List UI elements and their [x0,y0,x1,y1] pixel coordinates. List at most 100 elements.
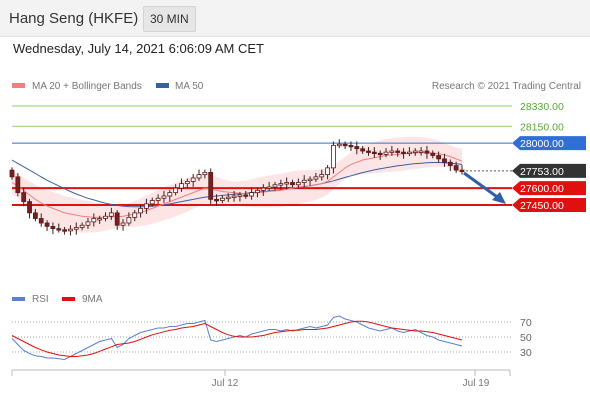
level-label-bg [512,163,586,178]
candle [114,210,120,230]
candle [401,148,406,159]
candle [126,212,132,226]
candle [50,222,56,235]
rsi-tick-label: 30 [520,347,532,359]
legend-ma20-label: MA 20 + Bollinger Bands [32,81,142,92]
level-text: 27600.00 [520,183,564,195]
candle [56,223,62,233]
level-text: 27753.00 [520,166,564,178]
candle [383,148,389,158]
instrument-title: Hang Seng (HKFE) [9,10,139,27]
ma9-line [11,320,463,357]
candle [255,187,260,198]
legend-9ma-swatch [62,297,75,301]
candle [184,178,190,189]
level-lines [12,105,512,206]
candle [290,179,295,188]
candle [161,190,167,203]
level-label-bg [512,181,586,196]
candle [62,226,67,235]
candle [307,176,313,186]
timeframe-badge[interactable]: 30 MIN [143,6,196,32]
candle [179,178,184,192]
level-label-0: 28330.00 [520,101,564,113]
candle [407,147,412,157]
candle [430,150,436,159]
candle [284,177,290,190]
legend-ma20-swatch [12,83,25,88]
candle [418,147,424,156]
level-label-4: 27600.00 [512,181,586,196]
forecast-arrow [463,171,506,204]
level-text: 28000.00 [520,138,564,150]
candle [395,148,401,157]
candle [27,198,32,219]
candle [459,165,465,175]
candle [173,184,179,196]
candle [85,217,91,229]
candle [319,169,325,181]
candles [9,139,465,236]
candle [260,184,266,196]
candle [108,207,114,220]
ma50-line [11,159,463,208]
level-label-2: 28000.00 [512,136,586,151]
level-labels: 28330.00 28150.00 28000.00 27753.00 27600.00… [512,101,586,212]
rsi-tick-label: 70 [520,317,532,329]
candle [202,169,208,179]
x-tick-label: Jul 19 [463,378,490,389]
candle [208,168,214,204]
candle [348,141,354,152]
candle [79,222,85,231]
candle [103,212,108,222]
candle [325,165,330,180]
candle [138,204,143,218]
candle [21,187,27,207]
level-label-3: 27753.00 [512,163,586,178]
candle [9,167,15,180]
candle [120,219,126,231]
candle [73,222,79,235]
level-text: 28150.00 [520,121,564,133]
candle [167,189,173,202]
candle [231,190,237,202]
candle [266,181,272,191]
candle [44,220,50,231]
candle [313,172,319,182]
candle [354,141,360,155]
timestamp: Wednesday, July 14, 2021 6:06:09 AM CET [13,41,264,56]
candle [336,139,342,149]
rsi-grid: 70 50 30 [12,317,532,359]
candle [412,148,418,156]
candle [214,194,219,207]
candle [132,210,138,222]
level-label-5: 27450.00 [512,198,586,212]
level-text: 28330.00 [520,101,564,113]
legend-ma50-label: MA 50 [175,81,204,92]
candle [32,208,38,222]
candle [278,179,284,190]
level-label-bg [512,136,586,151]
candle [272,181,278,191]
legend-9ma-label: 9MA [82,294,103,305]
candle [424,145,430,159]
bollinger-band [12,136,462,233]
candle [243,190,249,199]
legend-rsi-label: RSI [32,294,49,305]
candle [38,213,44,227]
candle [331,141,336,174]
legend-rsi-swatch [12,297,25,301]
candle [301,175,307,188]
candle [225,193,231,202]
candle [453,161,459,173]
candle [295,178,301,189]
chart-header: Hang Seng (HKFE) 30 MIN [0,0,590,37]
level-label-bg [512,198,586,212]
candle [366,147,371,156]
candle [360,145,366,154]
candle [377,150,383,160]
candle [237,192,243,202]
candle [249,187,255,200]
candle [447,159,453,172]
candle [342,141,348,150]
